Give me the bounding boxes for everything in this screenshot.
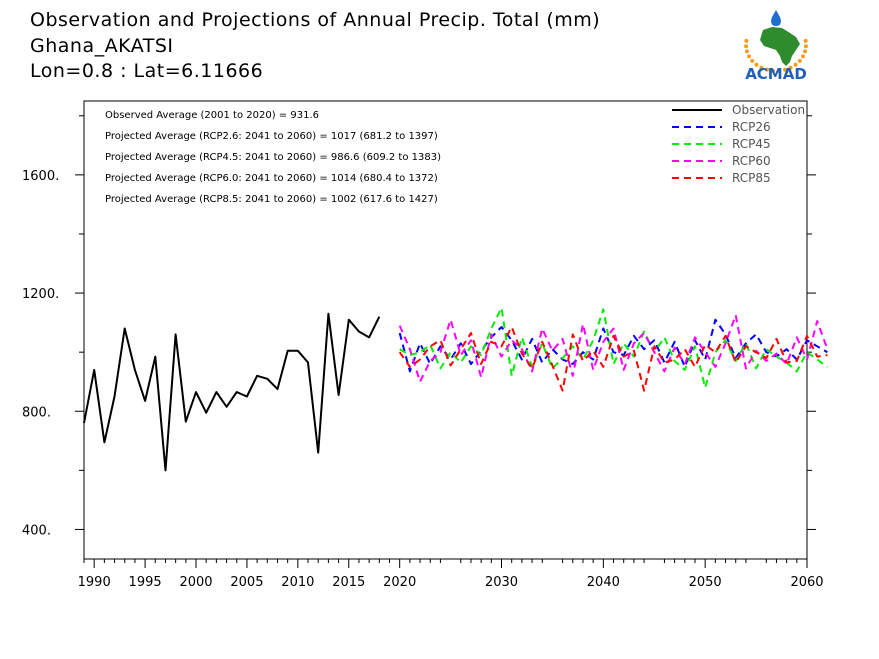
sun-ray-dot	[777, 68, 782, 73]
x-tick-label: 2040	[587, 575, 620, 590]
annotation-line: Projected Average (RCP8.5: 2041 to 2060)…	[105, 194, 438, 205]
sun-ray-dot	[803, 38, 808, 43]
sun-ray-dot	[793, 62, 798, 67]
sun-ray-dot	[744, 38, 749, 43]
annotation-line: Projected Average (RCP2.6: 2041 to 2060)…	[105, 131, 438, 142]
y-tick-label: 1600.	[22, 169, 59, 184]
annotations: Observed Average (2001 to 2020) = 931.6 P…	[105, 110, 441, 205]
y-tick-label: 1200.	[22, 287, 59, 302]
legend-label-rcp45: RCP45	[732, 137, 771, 151]
plot-frame	[83, 100, 808, 560]
x-tick-label: 2050	[689, 575, 722, 590]
sun-ray-dot	[764, 67, 769, 72]
series-layer	[83, 306, 829, 472]
africa-map-icon	[760, 27, 800, 66]
x-tick-label: 2010	[281, 575, 314, 590]
sun-ray-dot	[754, 62, 759, 67]
axes: 400. 800. 1200. 1600. 1990 1995 2000 2005 2010 20…	[22, 100, 824, 590]
sun-ray-dot	[759, 65, 764, 70]
x-tick-label: 1990	[78, 575, 111, 590]
series-line-rcp26	[398, 318, 828, 373]
sun-ray-dot	[747, 54, 752, 59]
x-tick-label: 2060	[790, 575, 823, 590]
acmad-logo-text: ACMAD	[745, 65, 807, 83]
sun-ray-dot	[750, 58, 755, 63]
sun-ray-dot	[783, 67, 788, 72]
sun-ray-dot	[803, 44, 808, 49]
sun-rays-icon	[744, 38, 808, 73]
sun-ray-dot	[744, 49, 749, 54]
legend-label-observation: Observation	[732, 103, 805, 117]
x-tick-label: 2015	[332, 575, 365, 590]
y-tick-label: 800.	[22, 405, 51, 420]
annotation-line: Projected Average (RCP4.5: 2041 to 2060)…	[105, 152, 441, 163]
chart-subtitle-coordinates: Lon=0.8 : Lat=6.11666	[30, 60, 263, 82]
series-line-observation	[83, 312, 381, 472]
legend-label-rcp26: RCP26	[732, 120, 771, 134]
sun-ray-dot	[770, 68, 775, 73]
acmad-logo: ACMAD	[744, 10, 808, 83]
chart-subtitle-location: Ghana_AKATSI	[30, 35, 174, 57]
x-tick-label: 1995	[129, 575, 162, 590]
x-tick-label: 2030	[485, 575, 518, 590]
sun-ray-dot	[744, 44, 749, 49]
x-tick-label: 2000	[179, 575, 212, 590]
y-tick-label: 400.	[22, 523, 51, 538]
x-tick-label: 2005	[230, 575, 263, 590]
series-line-rcp45	[399, 306, 828, 389]
annotation-line: Projected Average (RCP6.0: 2041 to 2060)…	[105, 173, 438, 184]
sun-ray-dot	[788, 65, 793, 70]
series-line-rcp85	[398, 326, 828, 392]
sun-ray-dot	[800, 54, 805, 59]
legend-label-rcp85: RCP85	[732, 171, 771, 185]
sun-ray-dot	[797, 58, 802, 63]
legend: Observation RCP26 RCP45 RCP60 RCP85	[672, 103, 805, 185]
annotation-line: Observed Average (2001 to 2020) = 931.6	[105, 110, 319, 121]
chart-title: Observation and Projections of Annual Pr…	[30, 9, 600, 31]
legend-label-rcp60: RCP60	[732, 154, 771, 168]
sun-ray-dot	[803, 49, 808, 54]
series-line-rcp60	[398, 314, 829, 383]
x-tick-label: 2020	[383, 575, 416, 590]
water-drop-icon	[771, 10, 781, 26]
